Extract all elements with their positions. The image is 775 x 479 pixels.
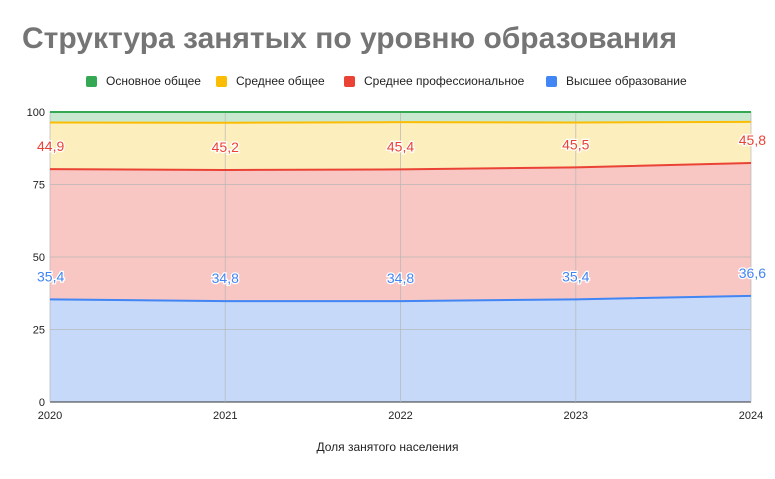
legend-label-vocational: Среднее профессиональное [364, 74, 525, 88]
x-tick-label: 2021 [213, 410, 237, 422]
data-label: 45,2 [212, 139, 239, 155]
y-tick-label: 100 [27, 107, 45, 119]
chart-title: Структура занятых по уровню образования [22, 22, 677, 55]
legend-label-secondary: Среднее общее [236, 74, 325, 88]
data-label: 35,4 [562, 268, 589, 284]
data-label: 34,8 [212, 270, 239, 286]
legend-item-higher[interactable]: Высшее образование [546, 74, 687, 88]
data-label: 44,9 [37, 138, 64, 154]
series-line-2 [49, 120, 752, 124]
legend: Основное общее Среднее общее Среднее про… [0, 74, 775, 90]
y-tick-label: 75 [33, 180, 45, 192]
data-label: 35,4 [37, 268, 64, 284]
legend-swatch-basic [86, 75, 97, 87]
series-line-0 [49, 294, 752, 303]
data-label: 45,5 [562, 136, 589, 152]
y-tick-label: 50 [33, 252, 45, 264]
y-tick-label: 0 [39, 397, 45, 409]
x-tick-label: 2024 [739, 410, 763, 422]
legend-item-vocational[interactable]: Среднее профессиональное [344, 74, 524, 88]
data-label: 45,4 [387, 138, 414, 154]
legend-item-secondary[interactable]: Среднее общее [216, 74, 325, 88]
x-tick-label: 2023 [564, 410, 588, 422]
y-tick-label: 25 [33, 325, 45, 337]
data-label: 36,6 [739, 265, 766, 281]
legend-swatch-higher [546, 75, 557, 87]
legend-swatch-secondary [216, 75, 227, 87]
x-tick-label: 2020 [38, 410, 62, 422]
data-label: 34,8 [387, 270, 414, 286]
x-axis-title: Доля занятого населения [316, 440, 459, 454]
data-label: 45,8 [739, 132, 766, 148]
x-tick-label: 2022 [388, 410, 412, 422]
series-line-1 [49, 162, 752, 172]
legend-label-basic: Основное общее [106, 74, 201, 88]
legend-swatch-vocational [344, 75, 355, 87]
legend-label-higher: Высшее образование [566, 74, 687, 88]
legend-item-basic[interactable]: Основное общее [86, 74, 201, 88]
